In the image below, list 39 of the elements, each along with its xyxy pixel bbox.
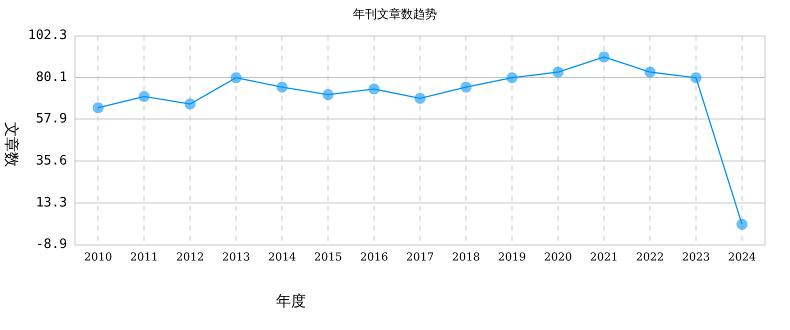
point	[276, 82, 288, 93]
x-tick-label: 2023	[682, 250, 710, 264]
x-tick-label: 2012	[176, 250, 204, 264]
point	[414, 92, 426, 104]
point	[368, 83, 380, 94]
x-tick-label: 2018	[452, 250, 480, 264]
point	[506, 72, 518, 84]
point	[92, 102, 104, 114]
x-tick-label: 2010	[84, 250, 112, 264]
y-tick-label: 35.6	[36, 154, 68, 169]
point	[690, 72, 702, 84]
x-tick-label: 2022	[636, 250, 664, 264]
x-tick-label: 2011	[130, 250, 158, 264]
x-tick-label: 2014	[268, 250, 296, 264]
y-tick-label: 102.3	[28, 28, 68, 44]
x-tick-label: 2021	[590, 250, 618, 264]
x-tick-label: 2020	[544, 250, 572, 264]
point	[644, 66, 656, 78]
point	[598, 52, 610, 63]
y-tick-label: 80.1	[36, 70, 68, 85]
y-tick-label: -8.9	[36, 237, 68, 252]
chart-title: 年刊文章数趋势	[352, 6, 438, 23]
x-tick-label: 2019	[498, 250, 526, 264]
x-tick-label: 2017	[406, 250, 434, 264]
x-tick-label: 2015	[314, 250, 342, 264]
point	[322, 89, 334, 100]
point	[736, 218, 748, 230]
x-tick-label: 2013	[222, 250, 250, 264]
point	[460, 82, 472, 93]
x-tick-label: 2016	[360, 250, 388, 264]
point	[552, 66, 564, 78]
x-axis-title: 年度	[276, 292, 306, 311]
point	[138, 91, 150, 102]
x-tick-label: 2024	[728, 250, 756, 264]
y-tick-label: 57.9	[36, 112, 68, 127]
y-axis-title: 文章数	[2, 121, 20, 169]
point	[184, 98, 196, 110]
y-tick-label: 13.3	[36, 195, 68, 210]
point	[230, 72, 242, 84]
